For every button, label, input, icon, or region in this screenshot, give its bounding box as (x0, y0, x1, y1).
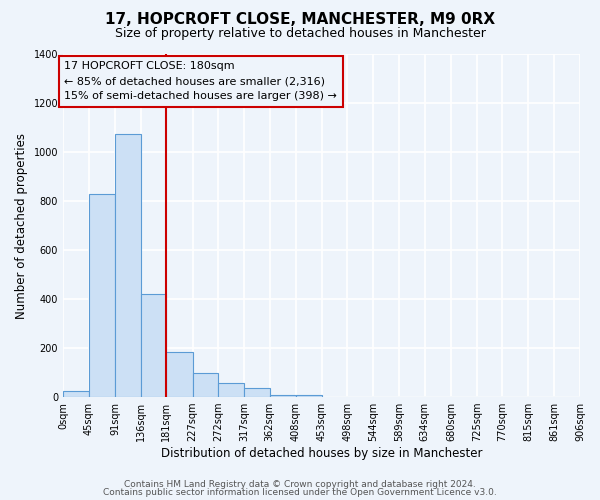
X-axis label: Distribution of detached houses by size in Manchester: Distribution of detached houses by size … (161, 447, 482, 460)
Bar (218, 383, 244, 397)
Bar (244, 388, 269, 397)
Bar (140, 294, 166, 397)
Bar (166, 352, 193, 397)
Bar (115, 134, 140, 397)
Text: Contains HM Land Registry data © Crown copyright and database right 2024.: Contains HM Land Registry data © Crown c… (124, 480, 476, 489)
Text: 17, HOPCROFT CLOSE, MANCHESTER, M9 0RX: 17, HOPCROFT CLOSE, MANCHESTER, M9 0RX (105, 12, 495, 28)
Bar (269, 394, 296, 397)
Bar (193, 372, 218, 397)
Bar (63, 391, 89, 397)
Y-axis label: Number of detached properties: Number of detached properties (15, 132, 28, 318)
Text: Size of property relative to detached houses in Manchester: Size of property relative to detached ho… (115, 28, 485, 40)
Bar (296, 395, 322, 397)
Bar (89, 194, 115, 397)
Text: Contains public sector information licensed under the Open Government Licence v3: Contains public sector information licen… (103, 488, 497, 497)
Text: 17 HOPCROFT CLOSE: 180sqm
← 85% of detached houses are smaller (2,316)
15% of se: 17 HOPCROFT CLOSE: 180sqm ← 85% of detac… (64, 62, 337, 101)
